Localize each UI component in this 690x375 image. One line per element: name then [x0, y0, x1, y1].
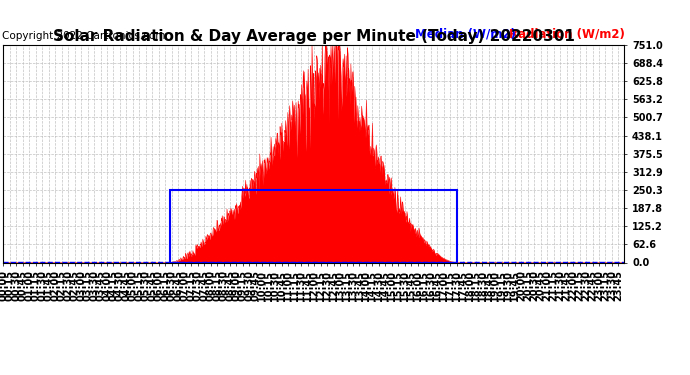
Bar	[170, 190, 457, 262]
Text: Radiation (W/m2): Radiation (W/m2)	[509, 28, 624, 40]
Text: Copyright 2022 Cartronics.com: Copyright 2022 Cartronics.com	[2, 31, 166, 40]
Text: Median (W/m2): Median (W/m2)	[415, 28, 515, 40]
Title: Solar Radiation & Day Average per Minute (Today) 20220301: Solar Radiation & Day Average per Minute…	[53, 29, 575, 44]
